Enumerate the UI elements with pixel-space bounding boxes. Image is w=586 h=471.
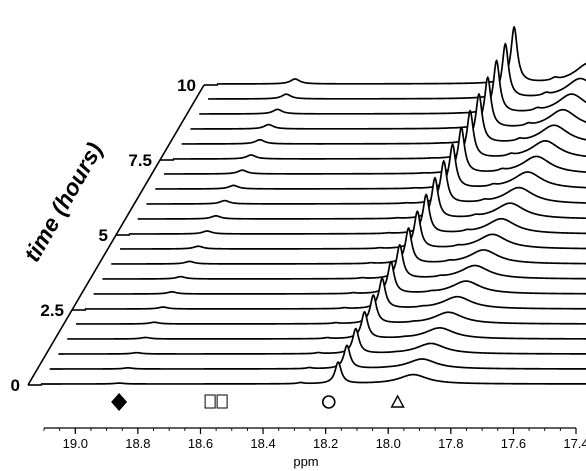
spectrum-trace-16 <box>181 93 586 145</box>
spectrum-fill-14 <box>164 127 586 175</box>
spectrum-fill-15 <box>172 110 586 160</box>
spectrum-trace-3 <box>67 310 586 340</box>
spectrum-trace-20 <box>216 25 586 85</box>
spectrum-fill-6 <box>93 261 586 295</box>
x-tick-label-3: 18.4 <box>250 436 275 451</box>
spectrum-trace-7 <box>102 243 586 280</box>
spectrum-fill-7 <box>102 244 586 280</box>
spectrum-fill-0 <box>40 362 586 385</box>
spectrum-fill-3 <box>67 311 586 340</box>
x-tick-label-1: 18.8 <box>125 436 150 451</box>
spectrum-trace-9 <box>120 210 586 250</box>
time-tick-label-3: 7.5 <box>128 151 152 170</box>
spectrum-trace-10 <box>128 193 586 235</box>
triangle-marker <box>390 394 405 408</box>
spectrum-trace-1 <box>49 344 586 370</box>
spectrum-fill-16 <box>181 93 586 145</box>
spectrum-trace-19 <box>208 42 586 100</box>
spectrum-trace-4 <box>76 294 586 325</box>
x-tick-label-5: 18.0 <box>376 436 401 451</box>
spectrum-fill-17 <box>190 77 586 130</box>
spectrum-trace-14 <box>164 126 586 175</box>
spectrum-trace-13 <box>155 143 586 190</box>
spectrum-fill-13 <box>155 144 586 190</box>
spectrum-trace-11 <box>137 176 586 220</box>
x-tick-label-8: 17.4 <box>563 436 586 451</box>
spectrum-trace-5 <box>84 277 586 310</box>
spectrum-fill-4 <box>76 295 586 325</box>
time-axis-title: time (hours) <box>19 138 108 266</box>
x-tick-label-7: 17.6 <box>501 436 526 451</box>
time-tick-label-0: 0 <box>11 376 20 395</box>
square-pair-marker <box>204 394 228 409</box>
peak-markers <box>111 393 405 411</box>
spectrum-trace-0 <box>40 361 586 385</box>
spectrum-trace-12 <box>146 160 586 205</box>
spectrum-trace-17 <box>190 76 586 130</box>
square-marker <box>204 394 216 409</box>
spectrum-fill-18 <box>199 60 586 115</box>
x-tick-label-6: 17.8 <box>438 436 463 451</box>
x-tick-label-2: 18.6 <box>188 436 213 451</box>
spectrum-trace-15 <box>172 109 586 160</box>
diamond-marker <box>111 393 128 411</box>
spectrum-fill-20 <box>216 26 586 85</box>
x-axis: 19.0 18.8 18.6 18.4 18.2 18.0 17.8 17.6 17.4 <box>43 427 586 451</box>
time-axis: 0 2.5 5 7.5 10 <box>11 76 218 395</box>
spectrum-trace-8 <box>111 227 586 265</box>
spectrum-fill-19 <box>208 43 586 100</box>
spectrum-fill-5 <box>84 278 586 310</box>
time-tick-label-1: 2.5 <box>40 301 64 320</box>
spectrum-trace-18 <box>199 59 586 115</box>
spectrum-trace-2 <box>58 327 586 355</box>
x-tick-label-0: 19.0 <box>63 436 88 451</box>
circle-marker <box>321 395 336 409</box>
spectrum-trace-6 <box>93 260 586 295</box>
x-axis-title: ppm <box>293 454 318 469</box>
spectrum-fill-12 <box>146 160 586 205</box>
time-tick-label-2: 5 <box>99 226 108 245</box>
time-tick-label-4: 10 <box>177 76 196 95</box>
square-marker <box>216 394 228 409</box>
spectrum-fill-1 <box>49 345 586 370</box>
x-tick-label-4: 18.2 <box>313 436 338 451</box>
spectrum-fill-2 <box>58 328 586 355</box>
spectra-traces <box>40 25 586 385</box>
